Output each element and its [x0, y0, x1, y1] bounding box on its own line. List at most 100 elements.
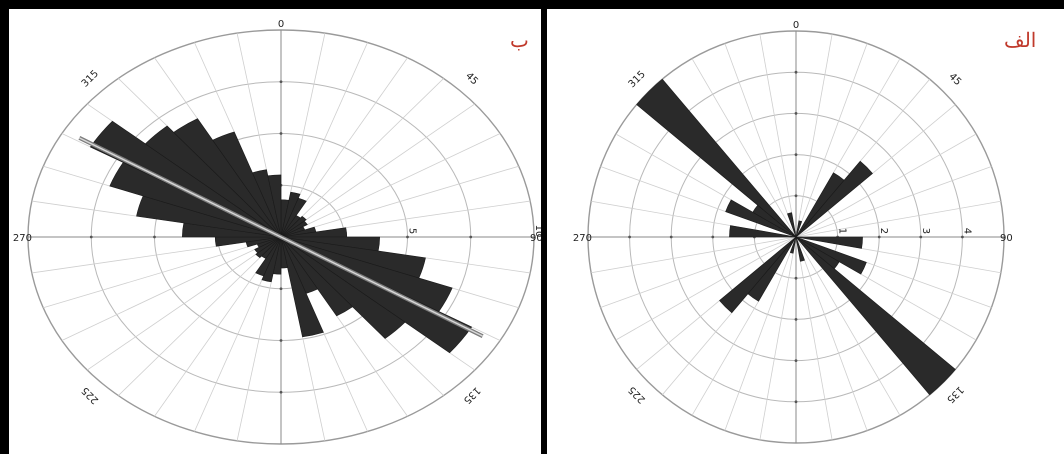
rose-petal	[280, 220, 308, 238]
direction-label-270: 270	[573, 233, 592, 244]
grid-spoke	[280, 165, 519, 238]
axis-tick	[153, 235, 156, 239]
axis-tick	[794, 359, 798, 362]
radial-label: 1	[837, 228, 848, 234]
rose-petal	[795, 220, 803, 238]
direction-label-45: 45	[946, 71, 963, 88]
rose-petal	[280, 236, 473, 354]
radial-label: 5	[407, 228, 418, 234]
direction-label-45: 45	[463, 71, 480, 88]
axis-tick	[279, 132, 283, 135]
rose-petal	[719, 236, 797, 314]
rose-petal	[795, 236, 863, 249]
rose-petal	[280, 216, 307, 238]
grid-spoke	[795, 236, 901, 416]
axis-tick	[279, 80, 283, 84]
radial-label: 2	[878, 228, 889, 234]
rose-petal	[255, 236, 282, 277]
panel-divider	[541, 0, 547, 454]
grid-spoke	[61, 236, 282, 341]
grid-spoke	[795, 236, 868, 431]
rose-petal	[173, 118, 282, 238]
rose-petal	[254, 236, 282, 254]
rose-petal	[267, 174, 282, 238]
axis-tick	[406, 235, 409, 239]
rose-petal	[280, 236, 406, 339]
axis-tick	[279, 287, 283, 291]
rose-petal	[252, 169, 282, 238]
rose-petal	[795, 160, 873, 238]
grid-spoke	[615, 236, 797, 341]
direction-label-135: 135	[944, 384, 965, 405]
grid-spoke	[724, 236, 797, 431]
grid-spoke	[280, 78, 444, 238]
rose-panel-a: 0 45 90 135 225 270 315 1 2 3 4	[573, 20, 1013, 444]
rose-petal	[795, 236, 956, 396]
axis-tick	[961, 235, 964, 239]
grid-spoke	[600, 236, 797, 308]
rose-panel-b: 0 45 90 135 225 270 315 5 10	[13, 19, 544, 445]
axis-tick	[279, 339, 283, 342]
axis-tick	[669, 235, 673, 239]
axis-tick	[794, 400, 798, 404]
grid-spoke	[118, 236, 282, 396]
rose-petal	[787, 212, 797, 238]
panel-label-a: الف	[1004, 28, 1037, 52]
axis-tick	[89, 235, 93, 239]
axis-tick	[919, 235, 923, 239]
panel-label-b: ب	[510, 28, 529, 52]
rose-petal	[729, 225, 797, 238]
direction-label-225: 225	[80, 384, 101, 405]
direction-label-315: 315	[627, 69, 648, 90]
direction-label-0: 0	[278, 19, 284, 30]
axis-tick	[279, 390, 283, 394]
radial-label: 10	[533, 225, 544, 238]
axis-tick	[877, 235, 881, 239]
grid-spoke	[795, 200, 1001, 238]
rose-petal	[89, 120, 282, 238]
direction-label-90: 90	[530, 233, 543, 244]
rose-petal	[636, 78, 797, 238]
axis-tick	[794, 70, 798, 74]
rose-petal	[144, 125, 282, 238]
axis-tick	[794, 318, 798, 321]
rose-petal	[280, 197, 307, 238]
frame-top-border	[0, 0, 1064, 9]
grid-spoke	[795, 236, 833, 440]
grid-spoke	[724, 43, 797, 238]
axis-tick	[794, 153, 798, 157]
trend-line	[79, 137, 483, 337]
grid-spoke	[280, 133, 501, 238]
grid-spoke	[795, 166, 992, 238]
direction-label-270: 270	[13, 233, 32, 244]
axis-tick	[469, 235, 473, 239]
grid-spoke	[43, 236, 282, 309]
axis-tick	[711, 235, 715, 239]
rose-petal	[212, 131, 282, 238]
direction-label-315: 315	[80, 68, 101, 89]
axis-tick	[794, 112, 798, 115]
rose-petal	[725, 199, 797, 238]
direction-label-225: 225	[627, 384, 648, 405]
rose-petal	[280, 236, 324, 338]
direction-label-0: 0	[793, 20, 799, 31]
grid-spoke	[691, 58, 797, 238]
rose-petal	[280, 236, 354, 317]
axis-tick	[628, 235, 631, 239]
axis-tick	[794, 276, 798, 280]
grid-spoke	[795, 34, 833, 238]
rose-petal	[789, 236, 797, 254]
grid-spoke	[759, 236, 797, 440]
grid-spoke	[759, 34, 797, 238]
grid-spoke	[795, 133, 977, 238]
direction-label-90: 90	[1000, 233, 1013, 244]
rose-petal	[795, 236, 805, 262]
grid-spoke	[280, 103, 476, 238]
grid-spoke	[86, 236, 282, 371]
axis-tick	[794, 194, 798, 198]
rose-petal	[255, 236, 282, 258]
direction-label-135: 135	[461, 384, 482, 405]
radial-label: 3	[920, 228, 931, 234]
